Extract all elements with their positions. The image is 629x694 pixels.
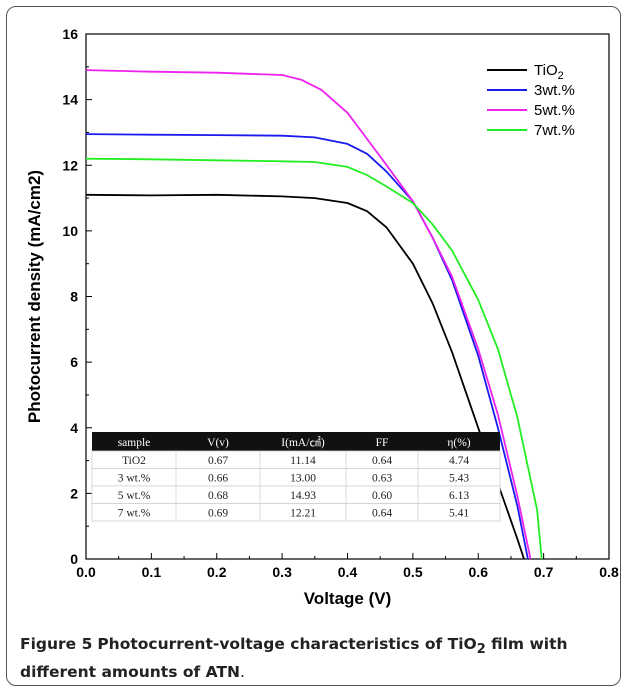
- table-header-cell: η(%): [447, 437, 470, 449]
- table-cell: 0.67: [208, 455, 228, 467]
- iv-chart: 0.0 0.1 0.2 0.3 0.4 0.5 0.6 0.7 0.8 0 2 4 6 8 10 12 14 16…: [25, 26, 619, 608]
- figure-caption: Figure 5 Photocurrent-voltage characteri…: [20, 633, 615, 684]
- y-tick-label: 10: [62, 223, 78, 239]
- table-cell: 5.43: [449, 473, 469, 485]
- legend-label-subscript: 2: [558, 70, 564, 82]
- table-cell: 0.69: [208, 508, 228, 520]
- x-tick-label: 0.3: [272, 564, 292, 580]
- table-cell: 11.14: [290, 455, 316, 467]
- series-line-2: [85, 69, 532, 560]
- caption-text-after: film with different amounts of ATN: [20, 635, 568, 682]
- figure-label: Figure 5: [20, 635, 93, 653]
- table-header-bg: [92, 432, 500, 451]
- table-cell: 0.64: [372, 508, 392, 520]
- x-axis-title: Voltage (V): [304, 589, 392, 608]
- x-tick-label: 0.8: [599, 564, 619, 580]
- table-cell: 5.41: [449, 508, 469, 520]
- table-cell: 12.21: [290, 508, 316, 520]
- y-tick-label: 8: [70, 289, 78, 305]
- x-tick-label: 0.4: [338, 564, 358, 580]
- legend-label-1: 3wt.%: [534, 82, 575, 99]
- table-cell: 0.60: [372, 490, 392, 502]
- y-tick-label: 6: [70, 354, 78, 370]
- table-header-cell: I(mA/㎠): [281, 436, 325, 449]
- table-header-cell: FF: [376, 437, 389, 449]
- table-cell: 7 wt.%: [118, 508, 151, 520]
- y-tick-label: 0: [70, 551, 78, 567]
- table-header-cell: sample: [118, 437, 151, 449]
- table-cell: 5 wt.%: [118, 490, 151, 502]
- table-cell: 0.68: [208, 490, 228, 502]
- x-tick-label: 0.5: [403, 564, 423, 580]
- table-row: [91, 503, 501, 522]
- table-cell: 3 wt.%: [118, 473, 151, 485]
- y-tick-label: 12: [62, 157, 78, 173]
- y-tick-label: 2: [70, 485, 78, 501]
- table-cell: 6.13: [449, 490, 469, 502]
- y-axis-title: Photocurrent density (mA/cm2): [25, 170, 44, 423]
- table-header-cell: V(v): [207, 437, 229, 449]
- legend-label-3: 7wt.%: [534, 122, 575, 139]
- series-line-3: [85, 157, 543, 560]
- x-tick-label: 0.1: [142, 564, 162, 580]
- figure-frame: [6, 6, 621, 686]
- y-tick-label: 4: [70, 420, 78, 436]
- table-cell: 0.66: [208, 473, 228, 485]
- series-line-1: [85, 133, 529, 560]
- table-cell: 0.64: [372, 455, 392, 467]
- table-cell: 14.93: [290, 490, 316, 502]
- legend-label-2: 5wt.%: [534, 102, 575, 119]
- x-tick-label: 0.7: [534, 564, 554, 580]
- caption-end: .: [239, 663, 245, 682]
- x-tick-label: 0.2: [207, 564, 227, 580]
- table-cell: 13.00: [290, 473, 316, 485]
- table-cell: 0.63: [372, 473, 392, 485]
- caption-subscript: 2: [476, 642, 486, 658]
- table-cell: 4.74: [449, 455, 469, 467]
- table-cell: TiO2: [122, 455, 146, 467]
- y-tick-label: 14: [62, 92, 78, 108]
- y-tick-label: 16: [62, 26, 78, 42]
- x-tick-label: 0.0: [76, 564, 96, 580]
- legend-label-0: TiO2: [534, 62, 564, 82]
- x-tick-label: 0.6: [469, 564, 489, 580]
- caption-text: Photocurrent-voltage characteristics of …: [97, 635, 477, 653]
